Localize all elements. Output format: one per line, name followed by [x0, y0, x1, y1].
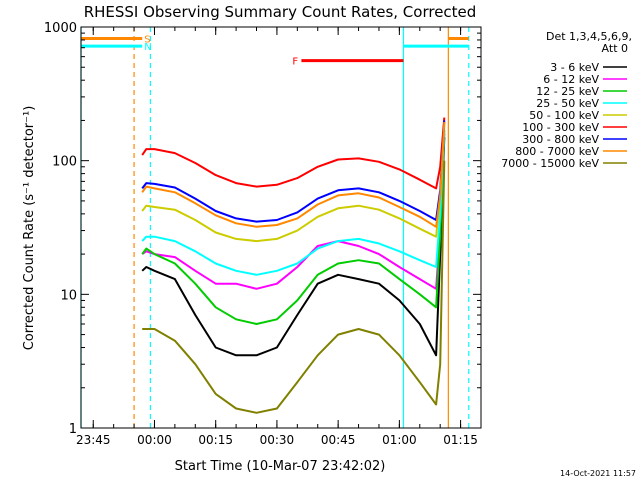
legend-label-5: 100 - 300 keV [522, 121, 599, 134]
x-axis-label: Start Time (10-Mar-07 23:42:02) [175, 459, 386, 474]
x-tick-label-6: 01:15 [443, 433, 478, 447]
series-line-2 [141, 129, 446, 325]
x-tick-label-3: 00:30 [260, 433, 295, 447]
y-tick-label-3: 1000 [44, 21, 77, 36]
interval-label-s: S [144, 35, 150, 46]
series-line-4 [141, 123, 446, 243]
x-tick-label-2: 00:15 [198, 433, 233, 447]
series-line-6 [141, 120, 446, 223]
legend-label-3: 25 - 50 keV [536, 97, 599, 110]
legend-label-8: 7000 - 15000 keV [501, 157, 599, 170]
legend-label-7: 800 - 7000 keV [515, 145, 599, 158]
legend-header-line-2: Att 0 [602, 42, 628, 55]
series-line-0 [141, 137, 446, 357]
interval-bars: SN F [81, 35, 469, 68]
y-axis-label: Corrected Count Rate (s⁻¹ detector⁻¹) [22, 106, 37, 351]
legend-label-4: 50 - 100 keV [529, 109, 599, 122]
plot-frame [80, 26, 482, 429]
series-line-5 [141, 117, 446, 190]
y-tick-label-1: 10 [60, 288, 77, 303]
series-line-7 [141, 121, 446, 228]
legend-label-2: 12 - 25 keV [536, 85, 599, 98]
x-tick-label-4: 00:45 [321, 433, 356, 447]
legend-header-line-1: Det 1,3,4,5,6,9, [546, 30, 632, 43]
interval-label-n: N [144, 42, 151, 53]
series-layer [141, 117, 446, 414]
x-tick-label-1: 00:00 [137, 433, 172, 447]
interval-label-f: F [292, 57, 298, 68]
series-line-3 [141, 126, 446, 276]
series-line-8 [142, 160, 446, 414]
series-line-1 [141, 133, 446, 290]
legend-label-0: 3 - 6 keV [550, 61, 599, 74]
footer-date: 14-Oct-2021 11:57 [560, 469, 636, 478]
legend-label-6: 300 - 800 keV [522, 133, 599, 146]
x-tick-label-0: 23:45 [76, 433, 111, 447]
y-tick-label-0: 1 [69, 422, 77, 437]
legend-label-1: 6 - 12 keV [543, 73, 599, 86]
vertical-markers [80, 27, 470, 428]
y-tick-label-2: 100 [52, 155, 77, 170]
x-tick-label-5: 01:00 [382, 433, 417, 447]
axes: 23:45 00:00 00:15 00:30 00:45 01:00 01:15 1 10 10… [44, 21, 482, 447]
chart-title: RHESSI Observing Summary Count Rates, Co… [84, 3, 477, 21]
